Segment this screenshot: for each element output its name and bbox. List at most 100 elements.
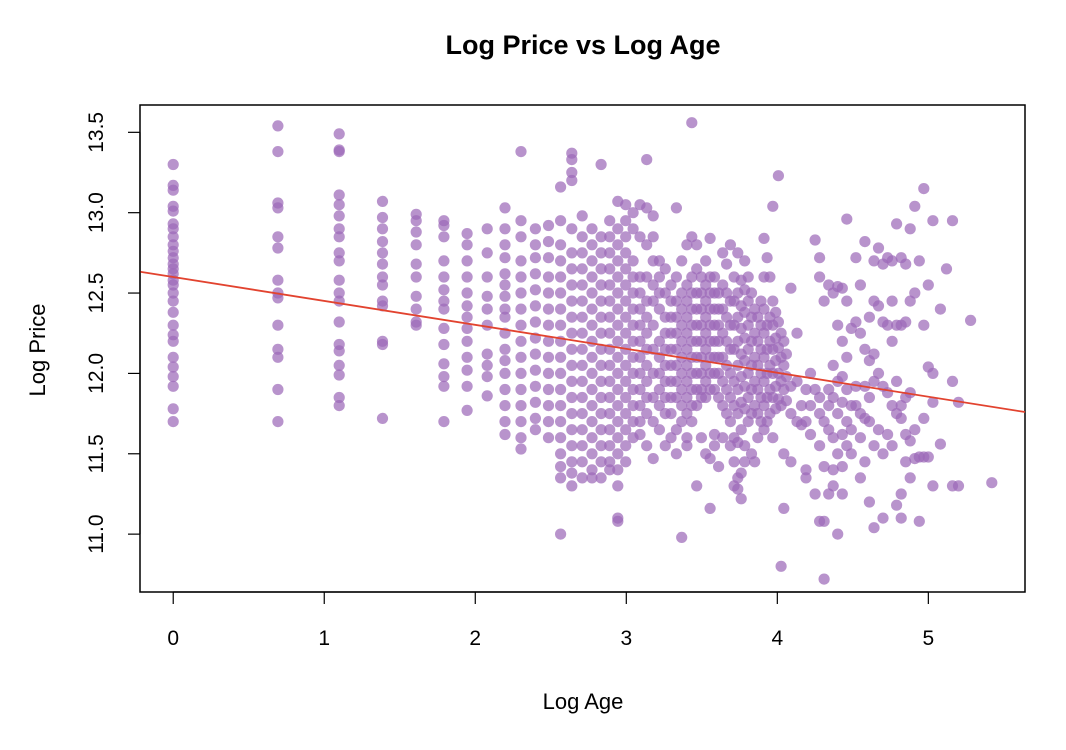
data-point	[767, 295, 779, 307]
data-point	[612, 515, 624, 527]
data-point	[604, 215, 616, 227]
data-point	[681, 311, 693, 323]
data-point	[272, 242, 284, 254]
data-point	[620, 231, 632, 243]
data-point	[272, 343, 284, 355]
data-point	[576, 247, 588, 259]
data-point	[647, 210, 659, 222]
data-point	[620, 215, 632, 227]
data-point	[586, 448, 598, 460]
data-point	[167, 319, 179, 331]
data-point	[586, 400, 598, 412]
data-point	[529, 380, 542, 392]
data-point	[681, 391, 693, 404]
data-point	[376, 300, 389, 312]
data-point	[845, 424, 857, 436]
data-point	[832, 528, 844, 540]
data-point	[461, 322, 473, 334]
data-point	[515, 146, 527, 158]
data-point	[499, 202, 511, 214]
data-point	[576, 375, 588, 387]
data-point	[745, 287, 758, 299]
data-point	[868, 440, 880, 452]
data-point	[868, 348, 880, 360]
data-point	[863, 391, 876, 404]
data-point	[780, 395, 793, 407]
data-point	[832, 448, 844, 460]
data-point	[376, 236, 389, 248]
x-axis: 0 1 2 3 4 5	[167, 591, 935, 650]
y-tick-label: 13.5	[85, 112, 108, 153]
data-point	[604, 311, 616, 323]
data-point	[595, 295, 607, 307]
data-point	[612, 255, 624, 267]
data-point	[634, 351, 646, 363]
data-point	[681, 408, 693, 420]
data-point	[785, 456, 797, 468]
data-point	[818, 515, 830, 527]
data-point	[461, 404, 473, 416]
data-point	[167, 403, 179, 415]
data-point	[566, 263, 578, 275]
x-tick-label: 5	[923, 627, 935, 650]
data-point	[758, 303, 770, 315]
data-point	[767, 200, 779, 212]
data-point	[767, 432, 779, 444]
data-point	[499, 252, 511, 264]
data-point	[529, 239, 542, 251]
data-point	[576, 456, 588, 468]
data-point	[691, 263, 703, 275]
data-point	[333, 146, 345, 158]
data-point	[735, 424, 747, 436]
data-point	[167, 335, 179, 347]
data-point	[595, 408, 607, 420]
data-point	[934, 438, 947, 450]
data-point	[814, 252, 826, 264]
data-point	[918, 319, 930, 331]
data-point	[895, 488, 907, 500]
data-point	[438, 255, 450, 267]
data-point	[586, 287, 598, 299]
data-point	[604, 295, 616, 307]
data-point	[542, 236, 555, 248]
data-point	[634, 335, 646, 347]
data-point	[333, 400, 345, 412]
data-point	[627, 255, 639, 267]
data-point	[872, 424, 885, 436]
data-point	[515, 319, 527, 331]
data-point	[529, 300, 542, 312]
data-point	[595, 440, 607, 452]
data-point	[461, 271, 473, 283]
data-point	[818, 573, 830, 585]
data-point	[800, 383, 812, 396]
data-point	[620, 327, 632, 339]
data-point	[800, 464, 812, 476]
data-point	[272, 383, 284, 396]
data-point	[376, 195, 389, 207]
data-point	[772, 316, 785, 328]
data-point	[438, 219, 450, 232]
data-point	[499, 268, 511, 280]
data-point	[946, 215, 959, 227]
data-point	[612, 416, 624, 428]
data-point	[566, 223, 578, 235]
data-point	[461, 351, 473, 363]
data-point	[986, 477, 998, 489]
data-point	[586, 383, 598, 396]
data-point	[647, 231, 659, 243]
data-point	[167, 158, 179, 171]
data-point	[791, 327, 803, 339]
data-point	[604, 456, 616, 468]
data-point	[620, 279, 632, 291]
data-point	[438, 322, 450, 334]
data-point	[641, 440, 653, 452]
data-point	[542, 383, 555, 396]
data-point	[904, 472, 916, 484]
data-point	[670, 359, 683, 371]
data-point	[595, 391, 607, 404]
y-tick-label: 12.5	[85, 273, 108, 314]
data-point	[542, 303, 555, 315]
data-point	[913, 515, 925, 527]
y-tick-label: 11.5	[85, 434, 108, 473]
data-point	[499, 311, 511, 323]
